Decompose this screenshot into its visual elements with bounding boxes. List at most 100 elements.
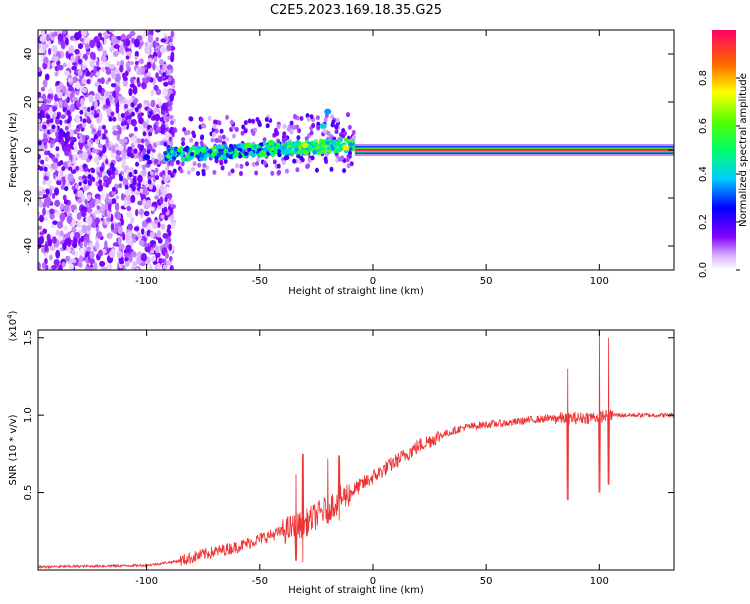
heatmap-cell [94,93,101,102]
heatmap-cell [299,150,304,155]
heatmap-cell [342,131,347,137]
heatmap-cell [43,175,48,181]
x-tick-label: -50 [252,576,268,587]
heatmap-bright-spot [319,123,327,129]
heatmap-cell [156,98,161,104]
heatmap-cell [101,135,107,140]
heatmap-cell [86,106,91,112]
heatmap-cell [317,150,323,155]
heatmap-cell [133,148,138,154]
heatmap-cell [44,73,50,81]
heatmap-cell [104,61,111,68]
heatmap-cell [84,171,90,177]
heatmap-cell [299,155,304,161]
heatmap-cell [133,126,138,132]
heatmap-cell [169,264,174,270]
heatmap-cell [332,142,337,147]
heatmap-cell [138,208,145,216]
heatmap-cell [45,210,50,216]
heatmap-cell [337,147,342,152]
heatmap-cell [120,121,125,127]
heatmap-cell [241,124,246,130]
colorbar-tick-label: 0.8 [698,70,709,86]
heatmap-cell [330,114,335,120]
heatmap-cell [152,40,157,49]
heatmap-cell [171,221,176,229]
heatmap-cell [38,154,41,160]
heatmap-cell [309,130,314,136]
heatmap-cell [94,217,101,225]
heatmap-cell [63,199,69,205]
heatmap-cell [109,63,115,70]
heatmap-cell [295,124,300,130]
heatmap-cell [59,230,64,237]
heatmap-cell [82,118,87,124]
heatmap-cell [86,224,92,232]
heatmap-cell [53,31,58,37]
heatmap-cell [180,161,185,167]
heatmap-cell [104,91,111,97]
heatmap-cell [81,78,87,85]
heatmap-cell [270,146,275,152]
heatmap-cell [162,72,167,78]
heatmap-cell [197,162,202,168]
heatmap-cell [136,104,141,110]
heatmap-cell [47,238,53,247]
heatmap-cell [152,114,157,120]
heatmap-cell [68,86,74,92]
y-tick-label: 20 [23,96,34,109]
heatmap-cell [83,240,88,248]
heatmap-cell [96,108,101,114]
heatmap-cell [155,175,160,181]
heatmap-cell [155,72,159,79]
heatmap-cell [231,133,236,139]
heatmap-cell [100,191,105,201]
heatmap-cell [55,229,60,236]
heatmap-cell [164,102,169,108]
heatmap-cell [120,193,125,201]
heatmap-cell [143,121,147,129]
heatmap-cell [219,128,224,134]
heatmap-cell [211,132,216,138]
heatmap-cell [142,131,147,137]
heatmap-cell [128,87,133,97]
heatmap-cell [213,119,218,125]
heatmap-cell [64,37,69,46]
heatmap-cell [78,141,84,150]
heatmap-cell [130,194,136,204]
heatmap-cell [118,259,125,265]
heatmap-cell [125,188,130,198]
heatmap-cell [39,35,46,43]
x-axis-label-bottom: Height of straight line (km) [288,585,424,596]
heatmap-cell [263,146,268,152]
heatmap-cell [286,141,291,146]
heatmap-cell [158,58,164,66]
heatmap-cell [220,165,225,171]
heatmap-cell [46,119,50,125]
heatmap-cell [194,141,199,147]
heatmap-cell [212,123,217,129]
heatmap-cell [111,144,116,154]
heatmap-cell [160,258,165,263]
heatmap-cell [59,160,64,166]
heatmap-cell [112,130,119,136]
heatmap-cell [88,94,94,103]
heatmap-cell [55,210,61,218]
heatmap-cell [190,166,195,172]
heatmap-cell [81,209,87,218]
heatmap-cell [171,155,177,161]
heatmap-cell [163,81,169,87]
heatmap-cell [69,231,75,241]
heatmap-cell [155,30,161,33]
heatmap-cell [101,266,108,270]
heatmap-cell [146,159,151,165]
heatmap-cell [91,128,96,134]
heatmap-cell [149,43,153,48]
heatmap-cell [240,142,245,148]
heatmap-cell [138,117,144,125]
heatmap-cell [112,116,117,122]
heatmap-cell [105,68,112,75]
heatmap-cell [81,30,87,37]
heatmap-cell [38,262,41,270]
heatmap-cell [137,182,142,188]
